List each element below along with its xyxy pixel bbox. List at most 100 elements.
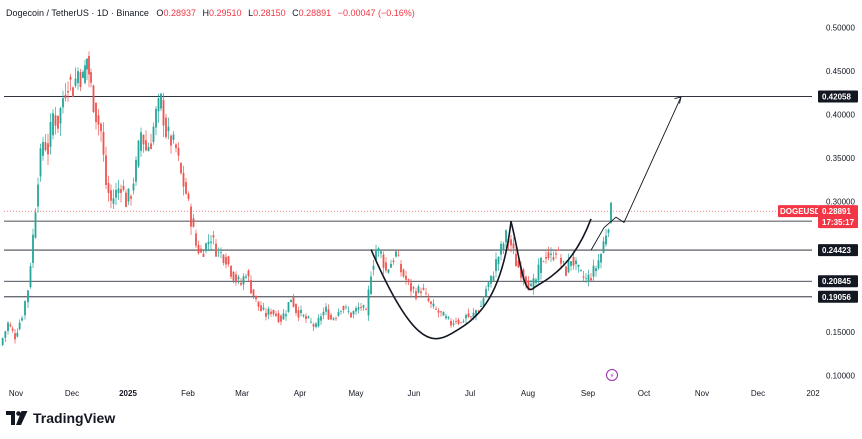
x-tick-label-12: Nov (695, 389, 709, 398)
candle-body (127, 188, 130, 202)
candle-body (267, 308, 270, 315)
candle-body (252, 289, 255, 297)
low-value: 0.28150 (253, 8, 286, 18)
candle-body (72, 87, 74, 98)
high-value: 0.29510 (209, 8, 242, 18)
open-value: 0.28937 (163, 8, 196, 18)
candle-body (605, 235, 607, 245)
event-marker[interactable]: ⚡ (606, 369, 618, 381)
candle-body (377, 248, 380, 251)
candle-body (422, 287, 425, 290)
candle-body (552, 257, 555, 260)
candle-body (195, 233, 197, 246)
candle-body (322, 311, 325, 316)
candle-body (482, 298, 485, 306)
candle-body (215, 243, 217, 257)
candle-body (317, 317, 320, 327)
candle-body (122, 185, 125, 190)
candle-body (427, 298, 430, 301)
candle-body (9, 324, 12, 327)
x-tick-label-7: Jun (408, 389, 421, 398)
y-tick-label-4: 0.30000 (826, 198, 855, 207)
time-axis[interactable]: Nov Dec 2025 Feb Mar Apr May Jun Jul Aug Sep Oct Nov… (9, 389, 820, 398)
candle-body (590, 278, 592, 281)
cup-and-handle-pattern (370, 96, 682, 340)
tradingview-brand[interactable]: TradingView (6, 410, 115, 426)
high-label: H (202, 8, 210, 18)
candle-body (570, 261, 572, 266)
candle-body (477, 310, 480, 312)
candle-body (347, 311, 350, 312)
candle-body (325, 306, 327, 312)
candle-body (357, 307, 360, 310)
candle-body (142, 134, 145, 145)
candle-body (295, 303, 297, 313)
candle-body (517, 260, 520, 268)
y-tick-label-1: 0.45000 (826, 67, 855, 76)
candle-body (59, 108, 62, 124)
candle-body (485, 288, 487, 297)
horizontal-levels (4, 96, 812, 298)
candle-body (86, 58, 88, 70)
candle-body (165, 117, 167, 138)
candle-body (597, 260, 600, 269)
candle-body (105, 155, 107, 185)
symbol-tag (778, 205, 818, 218)
open-label: O (156, 8, 164, 18)
candle-body (69, 76, 72, 80)
candle-body (405, 275, 407, 280)
price-axis[interactable]: 0.50000 0.45000 0.40000 0.35000 0.30000 0.150… (826, 23, 855, 380)
candle-body (180, 163, 182, 174)
y-tick-label-5: 0.15000 (826, 328, 855, 337)
candle-body (447, 316, 450, 319)
candle-body (245, 276, 247, 278)
x-tick-label-13: Dec (751, 389, 765, 398)
x-tick-label-2: 2025 (119, 389, 137, 398)
candle-body (487, 282, 490, 288)
candle-body (52, 113, 54, 136)
candle-body (602, 241, 605, 253)
candle-body (610, 202, 612, 223)
candle-body (14, 333, 16, 340)
level-tag-3 (818, 275, 858, 288)
y-tick-label-6: 0.10000 (826, 372, 855, 381)
candle-body (500, 243, 502, 255)
candle-body (172, 134, 175, 140)
candle-body (550, 253, 552, 255)
candle-body (97, 115, 100, 125)
x-tick-label-1: Dec (65, 389, 79, 398)
candle-body (452, 323, 455, 325)
candle-body (145, 140, 147, 151)
candle-body (212, 235, 215, 238)
price-tags: 0.420580.277480.244230.208450.19056DOGEU… (778, 90, 858, 303)
candle-body (457, 319, 460, 324)
candle-body (410, 282, 412, 292)
candle-body (79, 72, 82, 88)
candle-body (390, 263, 392, 268)
brand-name: TradingView (33, 410, 116, 426)
candle-body (520, 266, 522, 278)
candle-body (355, 308, 357, 312)
candle-body (380, 251, 382, 254)
candle-body (185, 182, 187, 194)
candle-body (197, 244, 200, 254)
candle-body (585, 278, 587, 280)
candle-body (372, 265, 375, 270)
candle-body (272, 309, 275, 315)
candle-body (255, 295, 257, 300)
candle-body (350, 312, 352, 318)
candle-body (280, 315, 282, 322)
candle-body (445, 316, 447, 319)
candle-body (205, 243, 207, 252)
candle-body (42, 141, 44, 156)
change-value: −0.00047 (−0.16%) (337, 8, 415, 18)
handle-curve (510, 218, 592, 291)
candle-body (430, 301, 432, 304)
symbol-title: Dogecoin / TetherUS · 1D · Binance (6, 8, 149, 18)
candle-body (587, 274, 590, 282)
candle-body (510, 239, 512, 246)
candle-body (77, 71, 79, 84)
candle-body (237, 277, 240, 280)
